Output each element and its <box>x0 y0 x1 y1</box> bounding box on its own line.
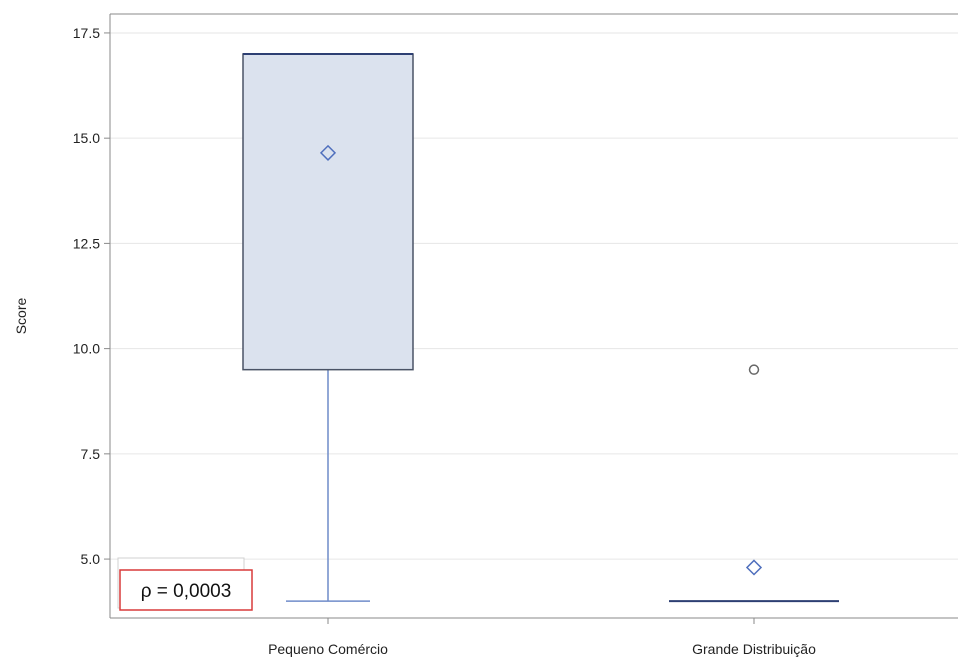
outlier-point <box>748 364 760 375</box>
y-tick-label: 7.5 <box>81 446 101 462</box>
y-tick-label: 10.0 <box>73 341 100 357</box>
annotation-box <box>119 569 253 611</box>
mean-marker <box>319 144 337 161</box>
annotation-text: ρ = 0,0003 <box>141 581 232 602</box>
box-iqr <box>242 53 414 371</box>
y-axis-label: Score <box>13 298 29 335</box>
gridlines <box>110 32 958 560</box>
x-tick-label: Grande Distribuição <box>692 641 816 657</box>
box-group <box>242 52 414 602</box>
x-tick-label: Pequeno Comércio <box>268 641 388 657</box>
y-tick-label: 17.5 <box>73 25 100 41</box>
y-tick-label: 5.0 <box>81 551 101 567</box>
axes: 5.0 7.5 10.0 12.5 15.0 17.5 Pequeno Comércio Gr… <box>73 13 958 657</box>
box-group <box>669 364 839 603</box>
p-value-annotation: ρ = 0,0003 <box>117 557 253 611</box>
mean-marker <box>745 559 763 576</box>
y-tick-label: 12.5 <box>73 235 100 251</box>
y-tick-label: 15.0 <box>73 130 100 146</box>
plot-area <box>242 52 839 603</box>
